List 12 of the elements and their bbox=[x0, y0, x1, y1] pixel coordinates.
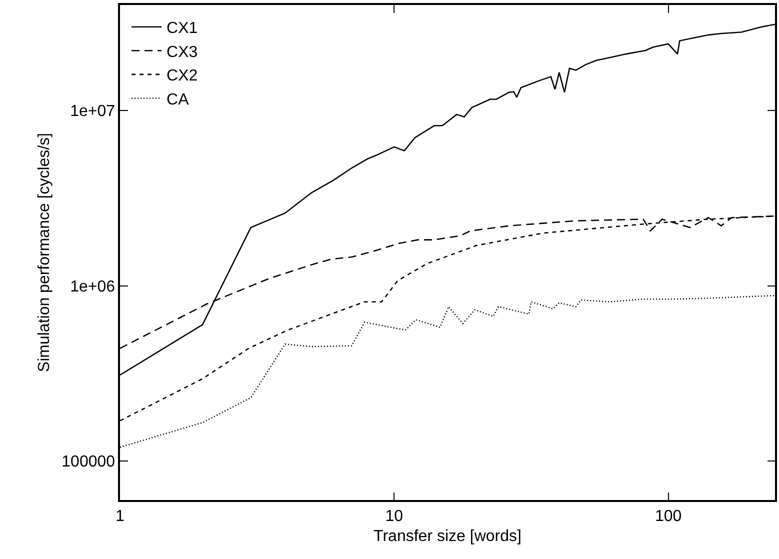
y-axis-title: Simulation performance [cycles/s] bbox=[36, 132, 54, 372]
legend-label: CX3 bbox=[166, 44, 198, 61]
y-tick-label: 100000 bbox=[62, 454, 116, 471]
y-tick-label: 1e+06 bbox=[70, 278, 116, 296]
x-tick-label: 100 bbox=[654, 508, 682, 525]
x-tick-label: 10 bbox=[385, 508, 404, 525]
y-tick-label: 1e+07 bbox=[70, 103, 116, 120]
legend-label: CA bbox=[166, 91, 190, 108]
x-tick-label: 1 bbox=[116, 508, 125, 525]
legend-label: CX2 bbox=[166, 68, 198, 85]
legend-label: CX1 bbox=[166, 20, 198, 38]
x-axis-title: Transfer size [words] bbox=[374, 528, 522, 546]
